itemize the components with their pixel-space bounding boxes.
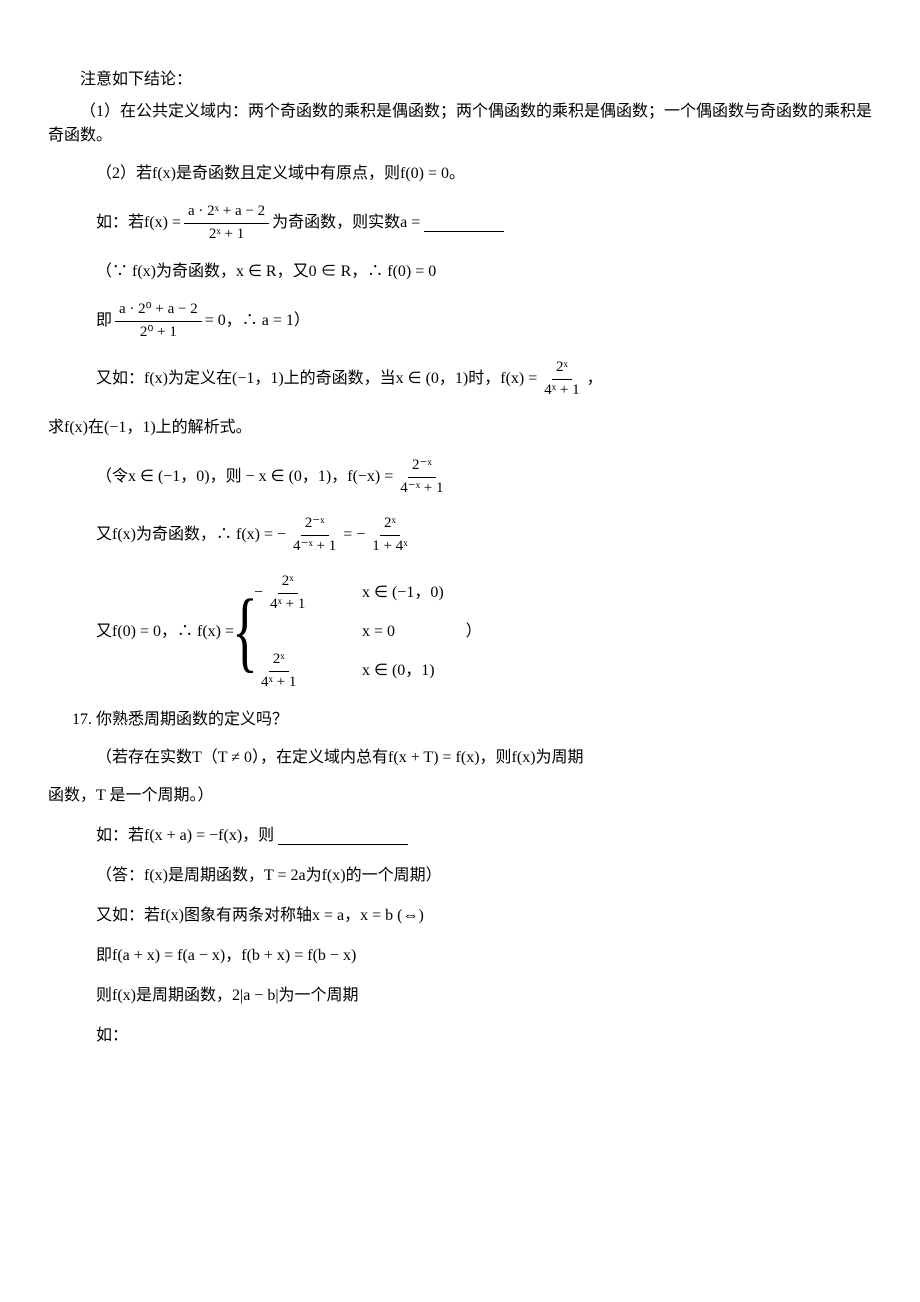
piecewise-row-2: x = 0 (254, 620, 444, 644)
blank-underline (424, 215, 504, 232)
fraction: 2ˣ 4ˣ + 1 (540, 358, 583, 400)
fraction: 2ˣ 4ˣ + 1 (266, 572, 309, 614)
note-1: （1）在公共定义域内：两个奇函数的乘积是偶函数；两个偶函数的乘积是偶函数；一个偶… (48, 100, 872, 148)
numerator: a · 2ˣ + a − 2 (184, 202, 269, 224)
text: ， (587, 367, 603, 391)
example-2-question: 求f(x)在(−1，1)上的解析式。 (48, 416, 872, 440)
text: 即 (96, 309, 112, 333)
fraction: 2ˣ 4ˣ + 1 (257, 650, 300, 692)
intro-line: 注意如下结论： (48, 68, 872, 92)
denominator: 4ˣ + 1 (257, 672, 300, 693)
fraction: a · 2ˣ + a − 2 2ˣ + 1 (184, 202, 269, 244)
numerator: 2ˣ (552, 358, 572, 380)
condition: x ∈ (−1，0) (362, 581, 444, 605)
trailing-example: 如： (96, 1024, 872, 1048)
solution-line-1: （∵ f(x)为奇函数，x ∈ R，又0 ∈ R，∴ f(0) = 0 (96, 260, 872, 284)
solution-2-line-1: （令x ∈ (−1，0)，则 − x ∈ (0，1)，f(−x) = 2⁻ˣ 4… (96, 456, 872, 498)
text: 又f(0) = 0，∴ f(x) = (96, 620, 234, 644)
example-1: 如：若f(x) = a · 2ˣ + a − 2 2ˣ + 1 为奇函数，则实数… (96, 202, 872, 244)
periodic-def-2: 函数，T 是一个周期。） (48, 784, 872, 808)
numerator: a · 2⁰ + a − 2 (115, 300, 202, 322)
note-2: （2）若f(x)是奇函数且定义域中有原点，则f(0) = 0。 (48, 162, 872, 186)
symmetry-condition: 即f(a + x) = f(a − x)，f(b + x) = f(b − x) (96, 944, 872, 968)
text: 为奇函数，则实数a = (272, 211, 420, 235)
fraction: 2ˣ 1 + 4ˣ (368, 514, 411, 556)
text: = − (343, 523, 365, 547)
piecewise-row-3: 2ˣ 4ˣ + 1 x ∈ (0，1) (254, 650, 444, 692)
text: （令x ∈ (−1，0)，则 − x ∈ (0，1)，f(−x) = (96, 465, 393, 489)
denominator: 4⁻ˣ + 1 (289, 536, 340, 557)
condition: x = 0 (362, 620, 395, 644)
fraction: 2⁻ˣ 4⁻ˣ + 1 (396, 456, 447, 498)
symmetry-example: 又如：若f(x)图象有两条对称轴x = a，x = b (⇔) (96, 904, 872, 928)
text: 又f(x)为奇函数，∴ f(x) = − (96, 523, 286, 547)
piecewise-row-1: − 2ˣ 4ˣ + 1 x ∈ (−1，0) (254, 572, 444, 614)
denominator: 4ˣ + 1 (540, 380, 583, 401)
denominator: 1 + 4ˣ (368, 536, 411, 557)
numerator: 2ˣ (269, 650, 289, 672)
text: = 0，∴ a = 1） (205, 309, 310, 333)
denominator: 2ˣ + 1 (205, 224, 248, 245)
numerator: 2ˣ (380, 514, 400, 536)
periodic-def-1: （若存在实数T（T ≠ 0），在定义域内总有f(x + T) = f(x)，则f… (48, 746, 872, 770)
piecewise-function: { − 2ˣ 4ˣ + 1 x ∈ (−1，0) x = 0 (238, 572, 444, 692)
text: 如：若f(x + a) = −f(x)，则 (96, 824, 274, 848)
text: 如：若f(x) = (96, 211, 181, 235)
numerator: 2ˣ (278, 572, 298, 594)
condition: x ∈ (0，1) (362, 659, 435, 683)
solution-2-line-2: 又f(x)为奇函数，∴ f(x) = − 2⁻ˣ 4⁻ˣ + 1 = − 2ˣ … (96, 514, 872, 556)
solution-line-2: 即 a · 2⁰ + a − 2 2⁰ + 1 = 0，∴ a = 1） (96, 300, 872, 342)
numerator: 2⁻ˣ (408, 456, 436, 478)
fraction: 2⁻ˣ 4⁻ˣ + 1 (289, 514, 340, 556)
text: 又如：f(x)为定义在(−1，1)上的奇函数，当x ∈ (0，1)时，f(x) … (96, 367, 537, 391)
periodic-answer: （答：f(x)是周期函数，T = 2a为f(x)的一个周期） (96, 864, 872, 888)
blank-underline (278, 828, 408, 845)
question-17: 17. 你熟悉周期函数的定义吗？ (48, 708, 872, 732)
period-conclusion: 则f(x)是周期函数，2|a − b|为一个周期 (96, 984, 872, 1008)
denominator: 4ˣ + 1 (266, 594, 309, 615)
denominator: 4⁻ˣ + 1 (396, 478, 447, 499)
left-brace: { (241, 572, 249, 692)
numerator: 2⁻ˣ (301, 514, 329, 536)
denominator: 2⁰ + 1 (136, 322, 181, 343)
piecewise-result: 又f(0) = 0，∴ f(x) = { − 2ˣ 4ˣ + 1 x ∈ (−1… (96, 572, 872, 692)
periodic-example-1: 如：若f(x + a) = −f(x)，则 (96, 824, 872, 848)
example-2: 又如：f(x)为定义在(−1，1)上的奇函数，当x ∈ (0，1)时，f(x) … (96, 358, 872, 400)
fraction: a · 2⁰ + a − 2 2⁰ + 1 (115, 300, 202, 342)
closing-paren: ） (466, 620, 482, 644)
